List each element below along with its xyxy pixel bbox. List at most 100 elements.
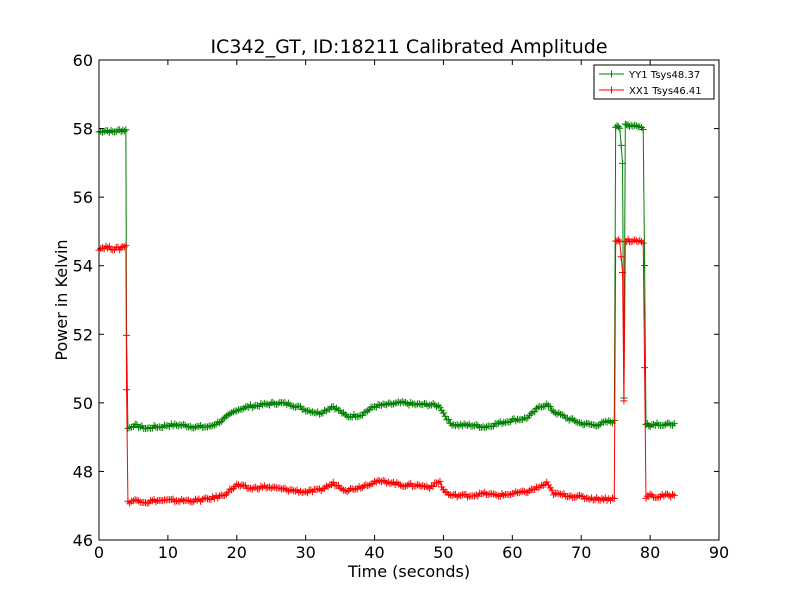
data-point: [235, 406, 242, 414]
data-point: [209, 493, 217, 501]
data-point: [424, 402, 432, 410]
data-point: [315, 410, 323, 418]
data-point: [545, 402, 552, 410]
data-point: [572, 493, 580, 501]
data-point: [441, 412, 449, 420]
data-point: [596, 496, 604, 504]
data-point: [448, 492, 456, 500]
data-point: [267, 399, 275, 407]
data-point: [386, 480, 394, 488]
data-point: [619, 159, 627, 167]
data-point: [491, 491, 499, 499]
data-point: [505, 418, 513, 426]
data-point: [495, 419, 503, 427]
data-point: [669, 421, 676, 429]
data-point: [507, 490, 515, 498]
data-point: [424, 483, 432, 491]
data-point: [576, 491, 583, 499]
data-point: [481, 424, 489, 432]
data-point: [377, 478, 385, 486]
x-tick-label: 40: [364, 543, 384, 562]
data-point: [558, 491, 566, 499]
y-tick-label: 60: [73, 51, 93, 70]
y-tick-label: 54: [73, 257, 93, 276]
data-point: [594, 421, 602, 429]
data-point: [639, 239, 647, 247]
data-point: [331, 405, 339, 413]
data-point: [536, 483, 544, 491]
data-point: [355, 412, 363, 420]
data-point: [107, 126, 115, 134]
data-point: [589, 421, 597, 429]
data-point: [670, 419, 678, 427]
data-point: [524, 489, 532, 497]
legend-marker-yy1: [608, 70, 615, 78]
legend-label-xx1: XX1 Tsys46.41: [629, 86, 702, 97]
data-point: [122, 241, 130, 249]
data-point: [207, 496, 215, 504]
legend-label-yy1: YY1 Tsys48.37: [628, 70, 700, 81]
data-point: [398, 397, 406, 405]
data-point: [650, 420, 658, 428]
data-point: [178, 495, 186, 503]
data-point: [584, 420, 592, 428]
data-point: [579, 421, 587, 429]
data-point: [632, 122, 640, 130]
data-point: [274, 400, 282, 408]
data-point: [207, 422, 215, 430]
data-point: [616, 124, 624, 132]
data-point: [345, 486, 353, 494]
data-point: [343, 488, 351, 496]
data-point: [295, 402, 303, 410]
data-point: [135, 497, 143, 505]
data-point: [462, 421, 470, 429]
data-point: [100, 128, 108, 136]
legend-entry-yy1: YY1 Tsys48.37: [599, 70, 700, 81]
data-point: [338, 409, 346, 417]
data-point: [195, 422, 203, 430]
data-point: [572, 418, 580, 426]
series-yy1: [95, 120, 678, 433]
data-point: [135, 424, 143, 432]
y-axis-label: Power in Kelvin: [52, 239, 71, 360]
data-point: [202, 494, 210, 502]
x-tick-label: 80: [640, 543, 660, 562]
data-point: [439, 409, 447, 417]
data-point: [601, 417, 609, 425]
data-point: [631, 121, 639, 129]
x-tick-labels: 0 10 20 30 40 50 60 70 80 90: [94, 543, 729, 562]
data-point: [364, 407, 372, 415]
data-point: [395, 398, 403, 406]
data-point: [543, 478, 551, 486]
data-point: [216, 419, 224, 427]
data-point: [305, 407, 313, 415]
data-point: [436, 477, 444, 485]
data-point: [229, 408, 237, 416]
data-point: [527, 409, 535, 417]
data-point: [531, 408, 539, 416]
data-point: [614, 236, 622, 244]
data-point: [105, 242, 113, 250]
data-point: [569, 415, 577, 423]
data-point: [238, 481, 246, 489]
x-tick-label: 90: [709, 543, 729, 562]
data-point: [641, 364, 649, 372]
legend: YY1 Tsys48.37 XX1 Tsys46.41: [593, 64, 715, 100]
data-point: [374, 401, 382, 409]
y-tick-label: 56: [73, 188, 93, 207]
data-point: [639, 125, 647, 133]
data-point: [152, 498, 160, 506]
data-point: [472, 421, 480, 429]
data-point: [131, 496, 139, 504]
data-point: [419, 401, 427, 409]
data-point: [120, 243, 128, 251]
data-point: [545, 481, 552, 489]
data-point: [159, 497, 167, 505]
data-point: [436, 403, 444, 411]
data-point: [181, 421, 189, 429]
data-point: [484, 491, 492, 499]
data-point: [565, 492, 573, 500]
data-point: [474, 422, 482, 430]
data-point: [364, 482, 372, 490]
legend-marker-xx1: [608, 86, 615, 94]
